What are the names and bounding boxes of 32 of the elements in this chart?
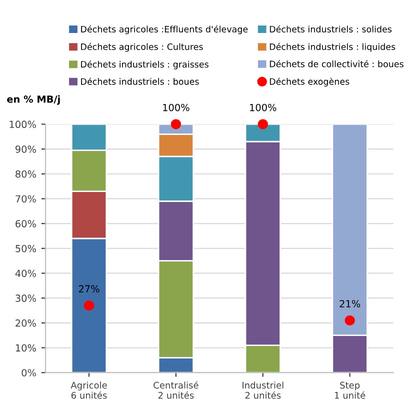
data-label: 100% <box>163 104 190 112</box>
y-tick-label: 70% <box>16 195 36 203</box>
data-label: 100% <box>250 104 276 112</box>
y-tick-label: 40% <box>15 270 36 278</box>
x-tick-label: Centralisé 2 unités <box>154 381 198 399</box>
legend-label: Déchets industriels : liquides <box>270 42 396 52</box>
y-axis-title: en % MB/j <box>7 95 60 105</box>
legend-label: Déchets industriels : solides <box>270 25 392 32</box>
legend-label: Déchets agricoles : Cultures <box>81 42 203 52</box>
y-tick-label: 50% <box>16 244 36 252</box>
point <box>344 315 355 326</box>
y-tick-label: 90% <box>16 146 36 153</box>
point <box>258 119 268 130</box>
y-tick-label: 10% <box>16 344 36 352</box>
legend-label: Déchets exogènes <box>270 78 350 87</box>
y-tick-label: 100% <box>10 120 36 128</box>
x-tick-label: Step 1 unité <box>334 382 366 399</box>
legend-label: Déchets agricoles :Effluents d'élevage <box>81 25 248 34</box>
x-tick-label: Agricole 6 unités <box>70 382 107 399</box>
point <box>84 300 94 311</box>
data-label: 27% <box>78 285 100 293</box>
point <box>170 119 182 130</box>
y-tick-label: 60% <box>16 220 36 228</box>
y-tick-label: 30% <box>16 294 36 302</box>
legend-label: Déchets industriels : graisses <box>81 60 208 70</box>
x-tick-label: Industriel 2 unités <box>242 382 284 399</box>
y-tick-label: 0% <box>22 369 36 376</box>
data-label: 21% <box>340 300 360 308</box>
legend-label: Déchets industriels : boues <box>81 78 199 85</box>
legend-label: Déchets de collectivité : boues <box>270 60 404 68</box>
y-tick-label: 20% <box>16 319 36 327</box>
y-tick-label: 80% <box>16 170 36 178</box>
